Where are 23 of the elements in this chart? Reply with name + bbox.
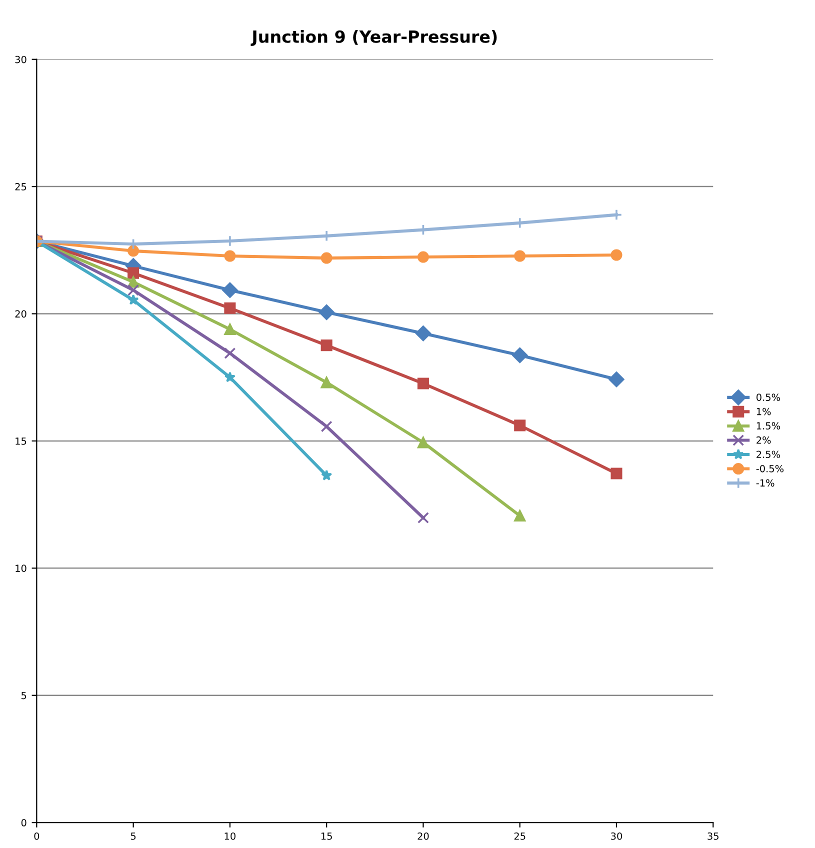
y-tick-label: 5	[22, 692, 26, 700]
legend-label: 2.5%	[756, 450, 780, 458]
legend-label: 2%	[756, 436, 771, 444]
x-tick-label: 25	[514, 832, 526, 840]
x-tick-label: 35	[708, 832, 718, 840]
y-tick-label: 10	[16, 564, 26, 572]
legend-label: 1.5%	[756, 422, 780, 430]
x-tick-label: 5	[130, 832, 136, 840]
legend-label: 1%	[756, 408, 771, 416]
y-tick-label: 20	[15, 310, 26, 318]
legend-label: -1%	[756, 479, 774, 487]
y-tick-label: 30	[15, 56, 26, 64]
y-tick-label: 15	[16, 438, 26, 445]
x-tick-label: 30	[611, 832, 622, 840]
legend-label: -0.5%	[756, 464, 784, 472]
x-tick-label: 10	[224, 832, 236, 840]
y-tick-label: 25	[15, 183, 26, 190]
y-tick-label: 0	[21, 819, 26, 826]
x-tick-label: 15	[321, 832, 332, 840]
chart-title: Junction 9 (Year-Pressure)	[250, 30, 497, 46]
legend-label: 0.5%	[756, 394, 780, 401]
x-tick-label: 20	[418, 832, 429, 840]
x-tick-label: 0	[34, 832, 40, 840]
